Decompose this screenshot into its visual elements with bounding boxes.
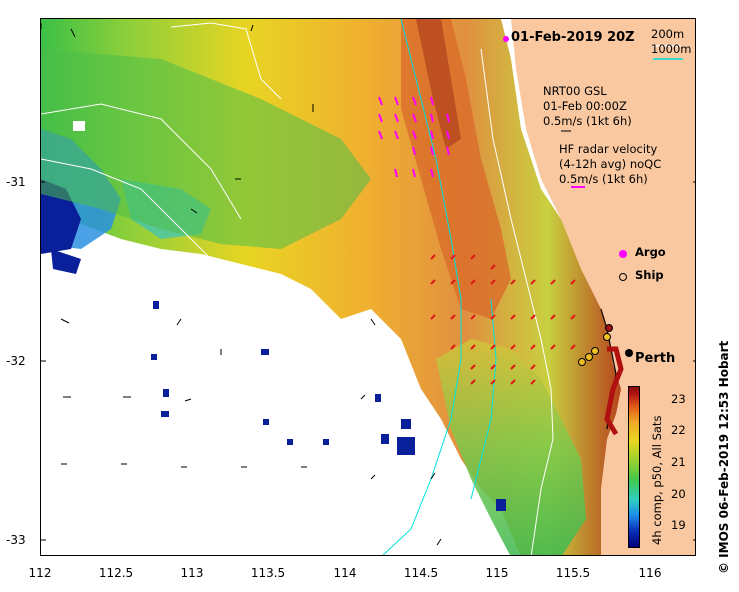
x-tick-113.5: 113.5 <box>250 566 286 580</box>
y-tick-32: -32 <box>6 354 26 368</box>
tick-marks <box>41 23 695 541</box>
green-band <box>41 49 371 249</box>
nodata-pixels <box>73 121 506 511</box>
city-label-perth: Perth <box>635 351 676 366</box>
radar-note-2: (4-12h avg) noQC <box>559 157 662 171</box>
coastal-warm <box>604 346 624 436</box>
x-tick-116: 116 <box>638 566 662 580</box>
colorbar-tick-19: 19 <box>671 518 686 532</box>
ship-legend-icon <box>619 273 627 281</box>
sst-map: 01-Feb-2019 20Z 200m 1000m NRT00 GSL 01-… <box>40 18 696 556</box>
warm-core <box>416 19 461 149</box>
sst-map-svg <box>41 19 695 555</box>
x-tick-115: 115 <box>485 566 509 580</box>
model-note-2: 01-Feb 00:00Z <box>543 99 627 113</box>
y-tick-33: -33 <box>6 533 26 547</box>
radar-arrows <box>430 254 576 385</box>
x-tick-112: 112 <box>28 566 52 580</box>
radar-vectors <box>378 96 585 188</box>
argo-legend-label: Argo <box>635 245 666 259</box>
warm-current <box>401 19 511 319</box>
x-tick-113: 113 <box>180 566 204 580</box>
depth-200m-label: 200m <box>651 27 685 41</box>
contour-1000m <box>382 19 497 555</box>
ship-markers <box>578 324 613 366</box>
model-note-1: NRT00 GSL <box>543 84 607 98</box>
cold-patch <box>41 179 81 254</box>
ship-legend-label: Ship <box>635 268 664 282</box>
colorbar-tick-20: 20 <box>671 487 686 501</box>
colorbar-title: 4h comp, p50, All Sats <box>650 415 664 545</box>
cold-patch <box>51 249 81 274</box>
perth-marker <box>625 349 633 357</box>
x-tick-114: 114 <box>333 566 357 580</box>
argo-legend-icon <box>619 250 627 258</box>
contour-200m <box>41 22 554 555</box>
y-tick-31: -31 <box>6 175 26 189</box>
radar-note-3: 0.5m/s (1kt 6h) <box>559 172 648 186</box>
map-title: 01-Feb-2019 20Z <box>511 30 635 45</box>
radar-note-1: HF radar velocity <box>559 142 658 156</box>
colorbar-tick-21: 21 <box>671 455 686 469</box>
argo-marker <box>503 36 509 42</box>
coastal-green <box>436 339 586 555</box>
credit-line: © IMOS 06-Feb-2019 12:53 Hobart <box>717 340 731 574</box>
colorbar-tick-22: 22 <box>671 423 686 437</box>
x-tick-115.5: 115.5 <box>555 566 591 580</box>
sst-colorbar <box>628 386 640 548</box>
colorbar-tick-23: 23 <box>671 392 686 406</box>
depth-1000m-label: 1000m <box>651 42 692 56</box>
model-arrows <box>60 24 571 546</box>
x-tick-114.5: 114.5 <box>403 566 439 580</box>
model-note-3: 0.5m/s (1kt 6h) <box>543 114 632 128</box>
x-tick-112.5: 112.5 <box>98 566 134 580</box>
land <box>511 19 695 555</box>
